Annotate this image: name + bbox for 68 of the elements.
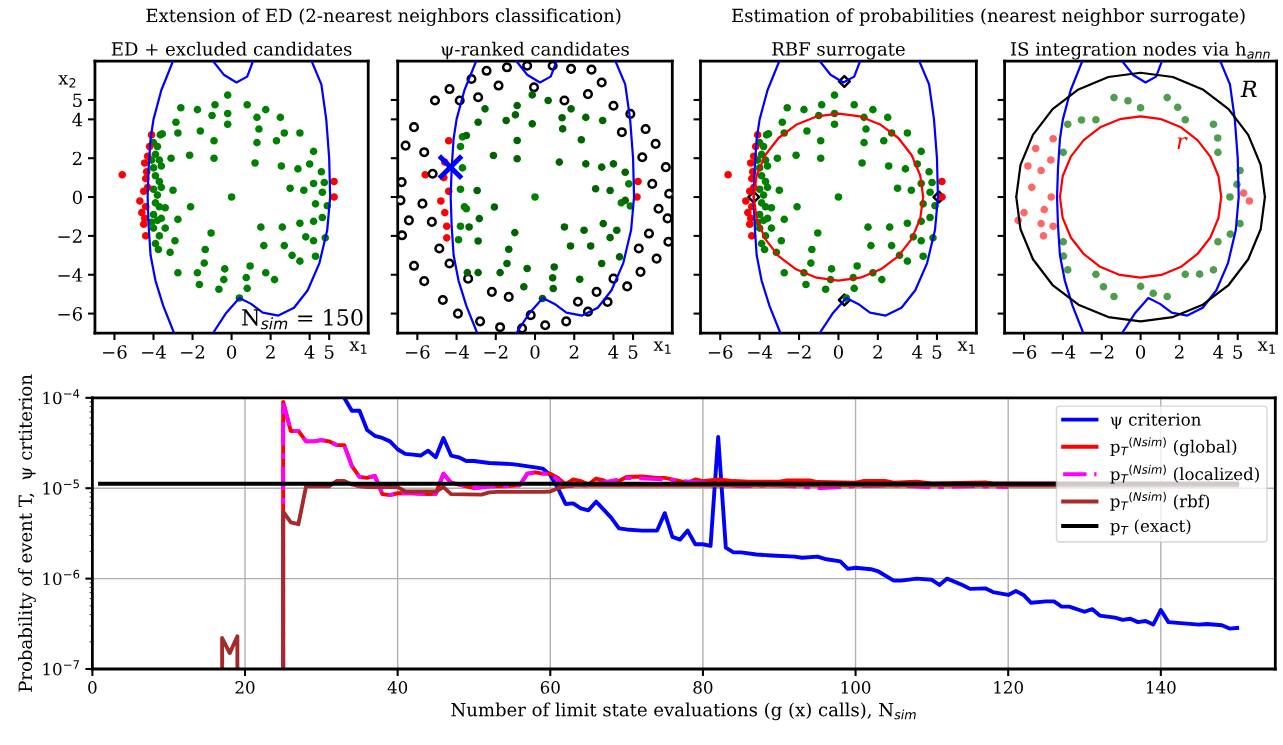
x-tick-label: 5 (1233, 345, 1243, 359)
x-tick-label: −6 (1012, 345, 1037, 359)
legend-label: p$_{T}$ (exact) (1110, 519, 1191, 536)
y-axis-title: Probability of event T, ψ crtiterion (18, 374, 36, 692)
x-tick-label: −4 (445, 345, 469, 359)
x-tick-label: 0 (530, 345, 540, 359)
y-tick-label: 10$^{−4}$ (43, 389, 80, 405)
y-tick-label: 10$^{−7}$ (43, 660, 79, 676)
chart-subtitle: Estimation of probabilities (nearest neighbor surrogate) (732, 8, 1245, 26)
x-tick-label: 80 (693, 681, 713, 694)
y-tick-label: 0 (72, 190, 82, 205)
y-tick-label: −6 (58, 307, 82, 321)
x-axis-title: Number of limit state evaluations (g (x) calls), N$_{sim}$ (451, 702, 916, 721)
y-tick-label: 10$^{−6}$ (43, 569, 80, 586)
x-tick-label: 20 (235, 681, 255, 694)
annotation: N$_{sim}$ = 150 (242, 309, 363, 330)
y-tick-label: −4 (58, 268, 83, 282)
x-tick-label: −2 (787, 345, 811, 359)
x-tick-label: 5 (628, 345, 638, 359)
x-tick-label: 2 (1174, 345, 1184, 359)
x-tick-label: 40 (387, 681, 408, 694)
chart-title: RBF surrogate (772, 42, 905, 60)
x-tick-label: −4 (1051, 345, 1076, 359)
x-tick-label: 5 (932, 345, 942, 359)
x-tick-label: 0 (1136, 345, 1146, 359)
x-tick-label: −6 (103, 345, 127, 359)
x-tick-label: 2 (873, 345, 882, 359)
x-tick-label: −4 (748, 345, 773, 359)
chart-title: IS integration nodes via h$_{ann}$ (1010, 41, 1270, 60)
chart-subtitle: Extension of ED (2-nearest neighbors classification) (146, 8, 621, 26)
x-tick-label: −6 (405, 345, 430, 359)
x-tick-label: 140 (1146, 681, 1176, 694)
x-tick-label: −2 (1090, 345, 1114, 359)
annotation: r (1177, 137, 1188, 149)
y-tick-label: −2 (58, 229, 82, 243)
x-tick-label: 100 (841, 681, 871, 694)
y-tick-label: 4 (72, 112, 83, 127)
x-tick-label: −4 (142, 345, 166, 359)
y-axis-title: x$_{2}$ (58, 75, 76, 88)
annotation: R (1240, 80, 1257, 98)
x-axis-title: x$_{1}$ (957, 341, 975, 354)
chart-title: ED + excluded candidates (111, 41, 352, 56)
x-tick-label: 2 (266, 345, 275, 359)
legend-label: p$_{T}$$^{(Nsim)}$ (localized) (1110, 464, 1259, 484)
x-tick-label: 60 (540, 681, 560, 694)
x-tick-label: 0 (227, 345, 237, 359)
legend-label: ψ criterion (1110, 413, 1201, 429)
x-axis-title: x$_{1}$ (653, 341, 671, 354)
x-tick-label: 120 (994, 681, 1023, 694)
x-tick-label: −6 (708, 345, 733, 359)
x-tick-label: 0 (88, 681, 97, 694)
legend-label: p$_{T}$$^{(Nsim)}$ (rbf) (1110, 491, 1210, 511)
x-tick-label: 0 (833, 345, 843, 359)
chart-title: ψ-ranked candidates (441, 41, 629, 60)
x-tick-label: −2 (181, 345, 205, 359)
x-tick-label: 5 (324, 345, 334, 359)
x-tick-label: 4 (1213, 345, 1224, 359)
x-tick-label: −2 (484, 345, 508, 359)
y-tick-label: 2 (72, 151, 82, 166)
y-tick-label: 10$^{−5}$ (43, 479, 79, 495)
x-axis-title: x$_{1}$ (349, 341, 367, 354)
x-tick-label: 4 (912, 345, 923, 359)
y-tick-label: 5 (73, 93, 82, 108)
legend-label: p$_{T}$$^{(Nsim)}$ (global) (1110, 437, 1237, 457)
x-tick-label: 4 (304, 345, 315, 359)
x-axis-title: x$_{1}$ (1257, 341, 1275, 354)
x-tick-label: 2 (569, 345, 579, 359)
x-tick-label: 4 (608, 345, 619, 359)
